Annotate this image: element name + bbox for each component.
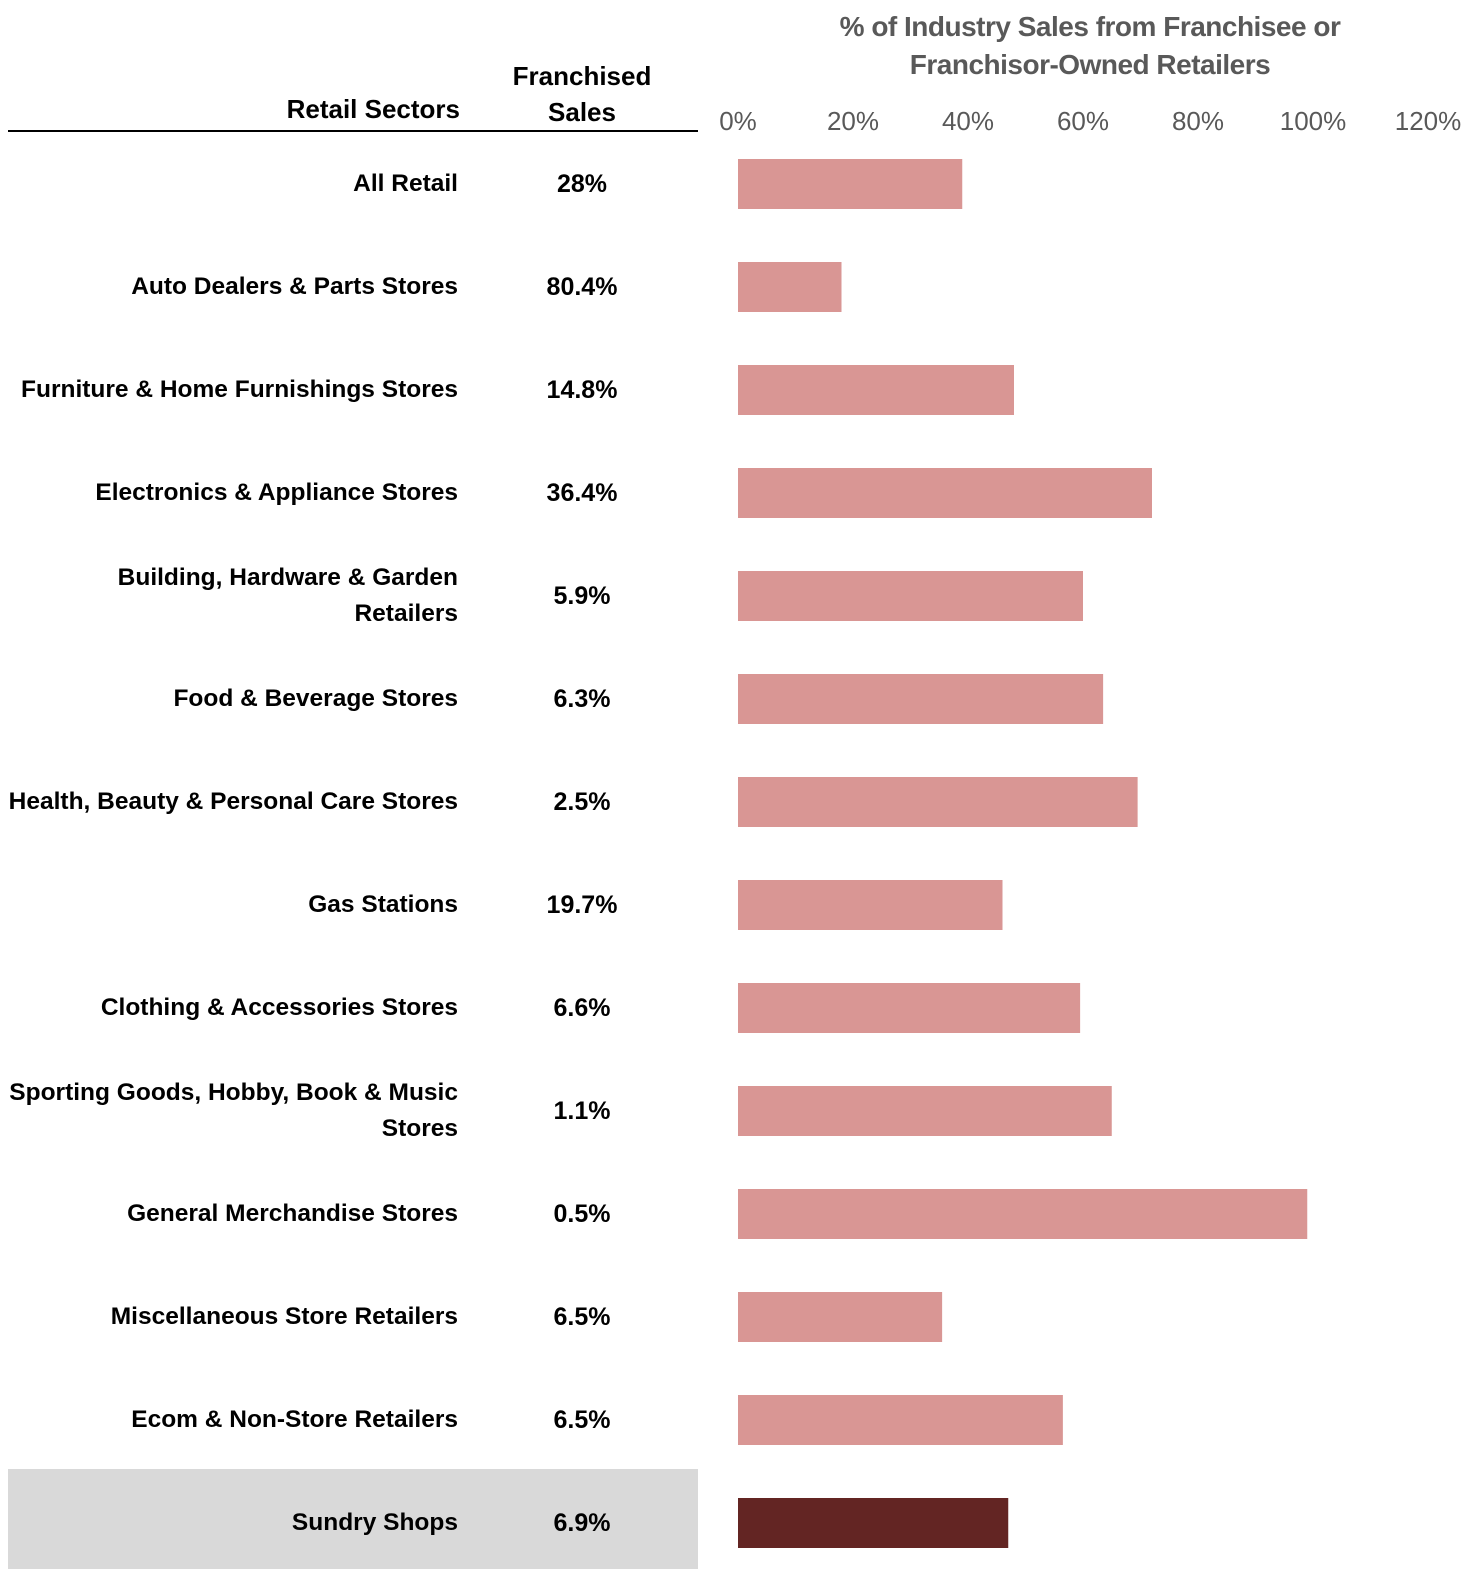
- bar: [738, 1395, 1063, 1445]
- franchised-sales: 2.5%: [553, 787, 611, 816]
- sector-label: Clothing & Accessories Stores: [100, 994, 458, 1021]
- sector-label: Sporting Goods, Hobby, Book & Music Stor…: [9, 1079, 458, 1142]
- bar: [738, 1086, 1112, 1136]
- franchised-sales: 6.9%: [553, 1508, 611, 1537]
- franchised-sales: 19.7%: [546, 890, 618, 919]
- bar: [738, 159, 963, 209]
- header-sales: Franchised Sales: [512, 61, 652, 127]
- bar: [738, 1292, 943, 1342]
- sector-label: Health, Beauty & Personal Care Stores: [8, 788, 458, 815]
- sector-label: Furniture & Home Furnishings Stores: [21, 376, 458, 403]
- franchised-sales: 5.9%: [553, 581, 611, 610]
- x-tick-label: 40%: [941, 106, 995, 136]
- row-highlight: [8, 1469, 698, 1569]
- bar: [738, 571, 1083, 621]
- sector-label: Miscellaneous Store Retailers: [110, 1303, 458, 1330]
- bar: [738, 880, 1003, 930]
- franchised-sales: 6.5%: [553, 1405, 611, 1434]
- sector-label: General Merchandise Stores: [127, 1200, 458, 1227]
- franchised-sales: 6.6%: [553, 993, 611, 1022]
- x-tick-label: 120%: [1394, 106, 1462, 136]
- franchised-sales: 80.4%: [546, 272, 618, 301]
- header-sector: Retail Sectors: [286, 94, 460, 124]
- sector-label: Building, Hardware & Garden Retailers: [117, 564, 458, 627]
- bar: [738, 1498, 1009, 1548]
- bar: [738, 983, 1081, 1033]
- franchised-sales: 36.4%: [546, 478, 618, 507]
- sector-label: Electronics & Appliance Stores: [95, 479, 458, 506]
- chart-title: % of Industry Sales from Franchisee or F…: [839, 11, 1341, 80]
- sector-label: Food & Beverage Stores: [173, 685, 458, 712]
- x-tick-label: 0%: [719, 106, 757, 136]
- franchised-sales: 14.8%: [546, 375, 618, 404]
- bar: [738, 365, 1014, 415]
- franchised-sales: 0.5%: [553, 1199, 611, 1228]
- sector-label: Gas Stations: [308, 891, 458, 918]
- bar: [738, 262, 842, 312]
- franchised-sales: 6.5%: [553, 1302, 611, 1331]
- sector-label: Sundry Shops: [291, 1509, 458, 1536]
- franchised-sales: 28%: [556, 169, 608, 198]
- bar: [738, 468, 1152, 518]
- x-tick-label: 20%: [826, 106, 880, 136]
- x-tick-label: 80%: [1171, 106, 1225, 136]
- x-tick-label: 60%: [1056, 106, 1110, 136]
- x-tick-label: 100%: [1279, 106, 1347, 136]
- bar: [738, 777, 1138, 827]
- bar: [738, 1189, 1308, 1239]
- franchised-sales: 6.3%: [553, 684, 611, 713]
- sector-label: All Retail: [353, 170, 458, 197]
- sector-label: Ecom & Non-Store Retailers: [131, 1406, 458, 1433]
- sector-label: Auto Dealers & Parts Stores: [131, 273, 458, 300]
- franchised-sales: 1.1%: [553, 1096, 611, 1125]
- bar: [738, 674, 1104, 724]
